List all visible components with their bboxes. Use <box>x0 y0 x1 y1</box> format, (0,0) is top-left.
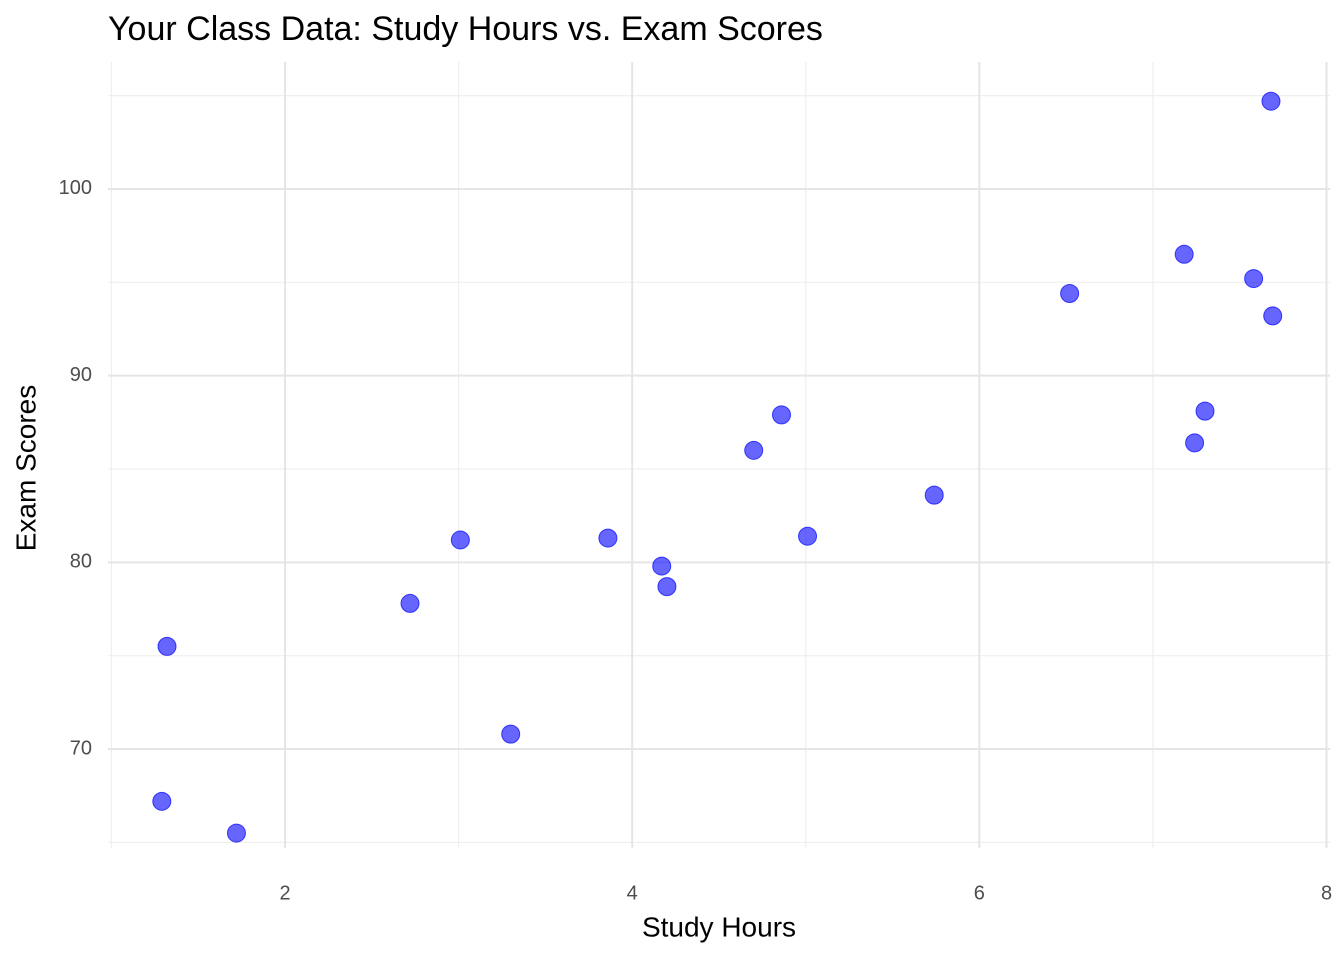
point <box>226 823 246 843</box>
point <box>1174 244 1194 264</box>
x-tick-label: 4 <box>627 882 638 904</box>
y-tick-label: 100 <box>59 177 92 199</box>
x-tick-label: 2 <box>279 882 290 904</box>
point <box>1244 269 1264 289</box>
point <box>798 526 818 546</box>
y-tick-label: 80 <box>70 551 92 573</box>
point <box>652 556 672 576</box>
point <box>657 577 677 597</box>
point <box>598 528 618 548</box>
x-axis-label: Study Hours <box>642 911 796 942</box>
point <box>1261 91 1281 111</box>
point <box>157 636 177 656</box>
point <box>771 405 791 425</box>
point <box>501 724 521 744</box>
point <box>400 593 420 613</box>
point <box>744 440 764 460</box>
y-axis-label: Exam Scores <box>10 385 41 552</box>
point <box>1185 433 1205 453</box>
point <box>1263 306 1283 326</box>
chart-title: Your Class Data: Study Hours vs. Exam Sc… <box>108 10 823 48</box>
point <box>152 791 172 811</box>
y-tick-label: 90 <box>70 364 92 386</box>
point <box>1060 284 1080 304</box>
x-tick-label: 6 <box>974 882 985 904</box>
point <box>924 485 944 505</box>
point <box>1195 401 1215 421</box>
point <box>450 530 470 550</box>
y-tick-label: 70 <box>70 737 92 759</box>
x-tick-label: 8 <box>1321 882 1332 904</box>
